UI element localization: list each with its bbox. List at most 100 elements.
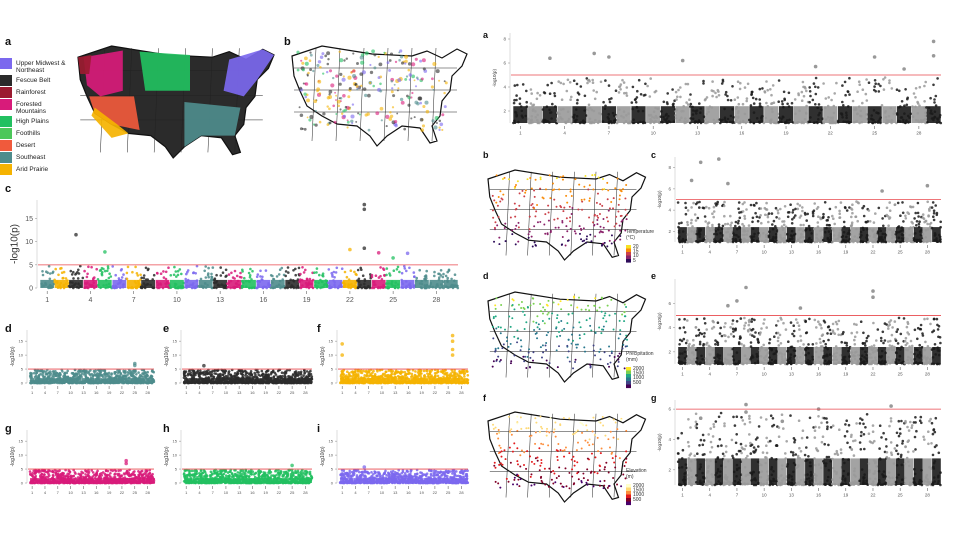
snp-density-band [51, 378, 56, 383]
snp-point [38, 369, 41, 373]
snp-point [263, 375, 267, 379]
x-tick-label: 13 [237, 490, 242, 495]
snp-point [287, 375, 290, 378]
snp-point [42, 375, 45, 378]
snp-point [85, 370, 88, 373]
snp-density-band [314, 279, 328, 288]
snp-density-band [94, 378, 99, 383]
snp-point [277, 473, 281, 476]
snp-point [442, 272, 445, 276]
snp-point [299, 370, 303, 374]
snp-density-band [83, 279, 98, 288]
snp-point [209, 474, 212, 478]
snp-density-band [242, 279, 256, 288]
snp-point [133, 473, 136, 477]
snp-point [249, 470, 253, 474]
snp-point [210, 275, 213, 279]
snp-point [206, 372, 209, 375]
snp-point [199, 475, 203, 478]
x-tick-label: 7 [212, 390, 215, 395]
snp-point [144, 266, 148, 270]
snp-point [302, 374, 305, 378]
snp-point [315, 267, 319, 270]
snp-point [233, 277, 236, 280]
x-tick-label: 1 [185, 390, 188, 395]
snp-point [169, 274, 173, 277]
snp-point [51, 270, 55, 274]
snp-point [251, 269, 254, 273]
snp-point [250, 373, 254, 377]
snp-point [257, 371, 260, 374]
snp-point [221, 271, 225, 275]
snp-point [41, 273, 45, 277]
snp-point [145, 373, 148, 377]
snp-point [54, 472, 58, 475]
snp-point [271, 369, 275, 373]
x-tick-label: 4 [354, 390, 357, 395]
snp-point [294, 273, 298, 277]
snp-point [108, 272, 111, 276]
snp-point [201, 371, 205, 374]
snp-point [211, 266, 215, 269]
snp-point [173, 265, 176, 269]
snp-point [72, 277, 75, 280]
snp-point [162, 276, 166, 279]
snp-point [362, 369, 365, 373]
snp-point [299, 272, 302, 276]
snp-point [218, 470, 222, 473]
snp-point [105, 372, 109, 375]
snp-density-band [227, 279, 242, 288]
snp-point [286, 266, 290, 269]
x-tick-label: 28 [432, 297, 440, 304]
snp-point [222, 472, 226, 476]
snp-point [277, 273, 281, 276]
snp-point [443, 369, 447, 372]
snp-density-band [85, 378, 90, 383]
x-tick-label: 13 [237, 390, 242, 395]
snp-point [333, 276, 336, 279]
snp-point [193, 475, 197, 478]
y-tick-label: 10 [173, 353, 178, 358]
snp-point [401, 370, 404, 374]
snp-point [122, 374, 126, 378]
snp-density-band [184, 279, 199, 288]
snp-point [60, 266, 63, 270]
snp-point [144, 471, 147, 474]
snp-point [247, 271, 251, 275]
snp-density-band [141, 378, 146, 383]
snp-point [129, 474, 133, 477]
snp-point [214, 369, 217, 372]
snp-point [360, 268, 363, 272]
snp-point [240, 372, 243, 375]
snp-point [293, 372, 297, 375]
snp-point [207, 275, 210, 279]
snp-density-band [38, 378, 43, 383]
snp-point [406, 369, 410, 373]
y-axis-label: -log10(p) [10, 224, 21, 264]
snp-point [188, 469, 191, 473]
y-tick-label: 10 [19, 453, 24, 458]
snp-point [278, 268, 282, 272]
peak-snp-point [340, 342, 345, 346]
snp-density-band [68, 378, 73, 383]
x-tick-label: 28 [303, 390, 308, 395]
snp-point [195, 264, 199, 268]
snp-point [285, 472, 288, 475]
peak-snp-point [450, 353, 455, 357]
snp-point [370, 275, 374, 279]
snp-point [219, 266, 222, 269]
y-tick-label: 10 [19, 353, 24, 358]
snp-density-band [137, 478, 142, 483]
snp-point [436, 369, 440, 372]
snp-point [192, 370, 195, 373]
snp-point [182, 472, 186, 475]
snp-point [235, 274, 239, 278]
snp-point [239, 271, 242, 275]
snp-point [308, 472, 312, 476]
snp-point [89, 369, 92, 372]
y-tick-label: 5 [21, 466, 24, 471]
snp-point [352, 375, 356, 378]
snp-density-band [441, 378, 446, 383]
x-tick-label: 16 [94, 490, 99, 495]
